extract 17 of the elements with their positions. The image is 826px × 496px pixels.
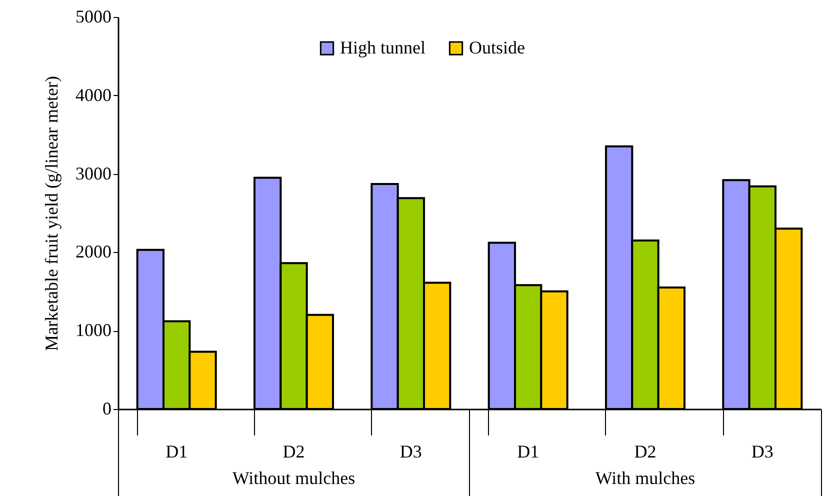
y-tick-label: 3000	[76, 163, 112, 184]
y-axis-title: Marketable fruit yield (g/linear meter)	[42, 76, 62, 351]
legend-label: Outside	[469, 37, 526, 58]
x-tick-label: D1	[517, 442, 540, 462]
x-tick-label: D2	[634, 442, 656, 462]
y-tick-label: 1000	[76, 320, 112, 340]
y-tick-label: 5000	[76, 6, 112, 26]
y-tick-label: 4000	[76, 84, 112, 105]
y-tick-label: 2000	[76, 242, 112, 262]
legend-label: High tunnel	[340, 37, 426, 58]
text: Without mulches	[232, 468, 356, 489]
y-tick-label: 0	[102, 398, 112, 418]
x-tick-label: D1	[166, 442, 188, 462]
text: With mulches	[595, 468, 696, 489]
x-tick-label: D3	[751, 442, 774, 462]
x-tick-label: D3	[400, 442, 422, 462]
x-tick-label: D2	[282, 442, 305, 462]
